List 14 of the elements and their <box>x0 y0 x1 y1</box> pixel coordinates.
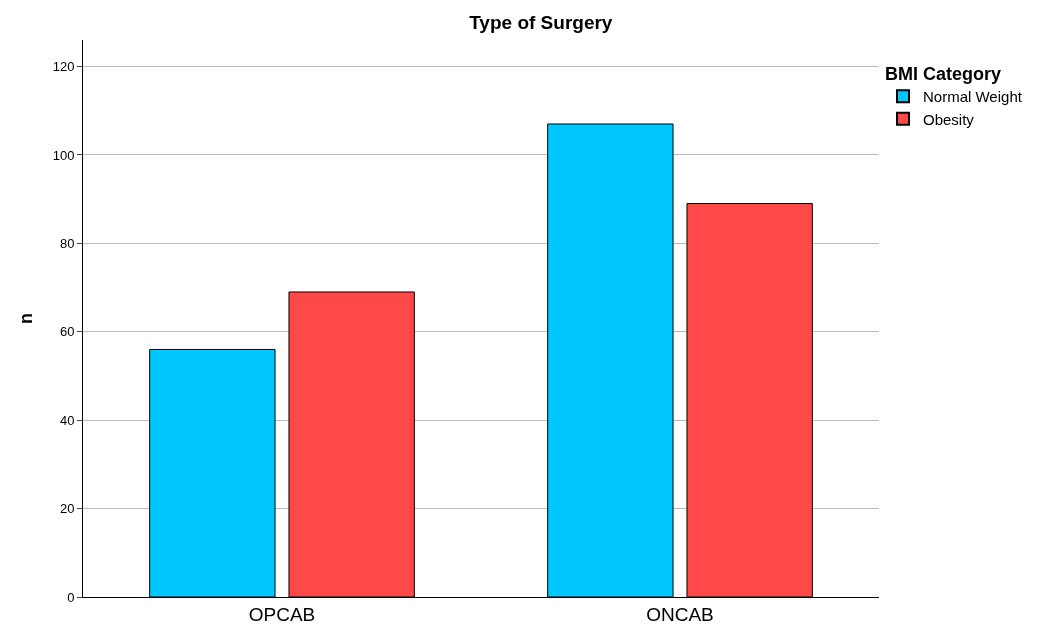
y-tick-label: 20 <box>59 501 75 517</box>
legend-title: BMI Category <box>884 64 1001 85</box>
y-axis-title: n <box>15 313 36 324</box>
y-tick-label: 80 <box>59 235 75 251</box>
x-tick-label: ONCAB <box>646 603 714 625</box>
x-tick-label: OPCAB <box>248 603 316 625</box>
y-tick-label: 40 <box>59 412 75 428</box>
y-tick-label: 0 <box>67 589 75 605</box>
y-tick-label: 100 <box>52 147 75 163</box>
legend-label: Normal Weight <box>922 88 1023 106</box>
y-tick-label: 120 <box>52 59 75 75</box>
chart-title: Type of Surgery <box>469 12 613 34</box>
y-tick-label: 60 <box>59 324 75 340</box>
legend-label: Obesity <box>922 110 975 128</box>
